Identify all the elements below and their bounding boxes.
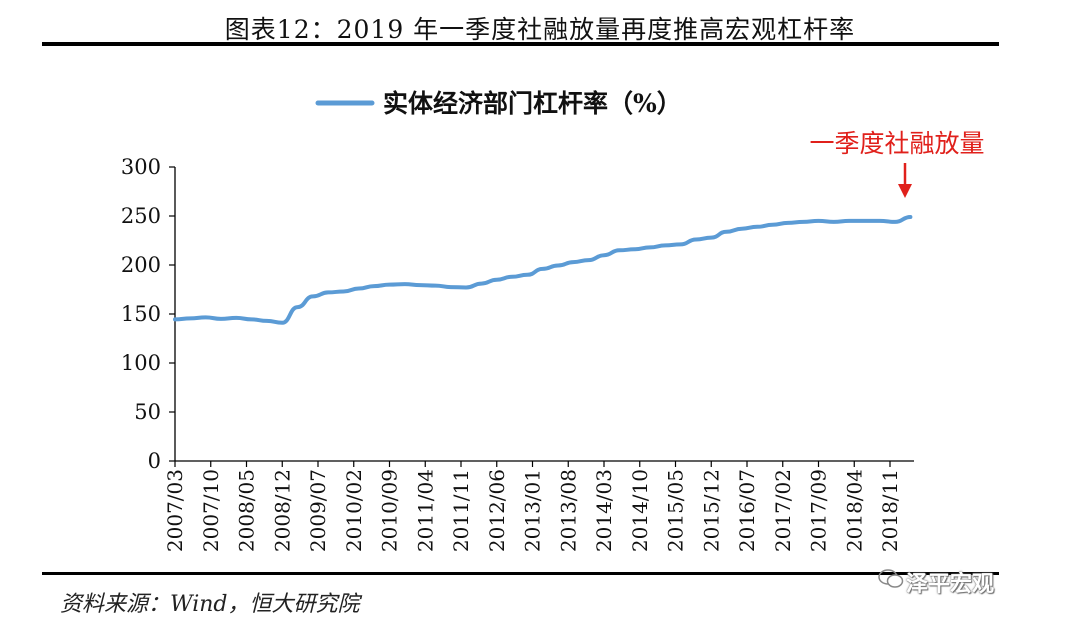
data-point xyxy=(878,219,882,223)
data-point xyxy=(725,230,729,234)
data-point xyxy=(434,284,438,288)
x-tick-label: 2017/09 xyxy=(807,469,831,552)
axes xyxy=(174,167,914,462)
y-tick-label: 50 xyxy=(134,400,161,424)
data-point xyxy=(664,244,668,248)
data-point xyxy=(755,225,759,229)
data-point xyxy=(526,273,530,277)
x-tick-label: 2010/02 xyxy=(342,469,366,552)
x-tick-label: 2015/12 xyxy=(699,469,723,552)
data-point xyxy=(388,283,392,287)
data-point xyxy=(909,215,913,219)
data-point xyxy=(173,318,177,322)
data-point xyxy=(357,287,361,291)
x-tick-label: 2017/02 xyxy=(771,469,795,552)
x-tick-label: 2011/04 xyxy=(413,469,437,552)
x-tick-label: 2018/04 xyxy=(842,469,866,552)
x-tick-label: 2013/01 xyxy=(521,469,545,552)
data-point xyxy=(832,220,836,224)
data-point xyxy=(618,249,622,253)
x-tick-label: 2012/06 xyxy=(485,469,509,552)
y-tick-label: 150 xyxy=(121,302,161,326)
watermark-text: 泽平宏观 xyxy=(906,572,995,597)
data-point xyxy=(893,220,897,224)
data-point xyxy=(694,238,698,242)
data-point xyxy=(541,267,545,271)
series-line xyxy=(173,215,913,325)
data-point xyxy=(204,316,208,320)
x-tick-label: 2014/10 xyxy=(628,469,652,552)
y-tick-label: 100 xyxy=(121,351,161,375)
data-point xyxy=(847,219,851,223)
x-tick-label: 2011/11 xyxy=(449,469,473,552)
data-point xyxy=(786,221,790,225)
data-point xyxy=(464,286,468,290)
x-tick-label: 2007/10 xyxy=(199,469,223,552)
x-tick-label: 2014/03 xyxy=(592,469,616,552)
x-tick-label: 2015/05 xyxy=(664,469,688,552)
x-tick-label: 2008/05 xyxy=(235,469,259,552)
data-point xyxy=(556,264,560,268)
data-point xyxy=(219,317,223,321)
series-points xyxy=(173,215,912,324)
x-tick-label: 2009/07 xyxy=(306,469,330,552)
data-point xyxy=(480,282,484,286)
annotation-arrowhead xyxy=(898,184,912,198)
data-point xyxy=(281,321,285,325)
x-tick-label: 2008/12 xyxy=(270,469,294,552)
data-point xyxy=(326,291,330,295)
data-point xyxy=(817,219,821,223)
data-point xyxy=(250,318,254,322)
top-rule xyxy=(42,42,999,46)
data-point xyxy=(296,305,300,309)
y-tick-label: 200 xyxy=(121,253,161,277)
y-tick-label: 0 xyxy=(148,449,161,473)
y-tick-label: 300 xyxy=(121,155,161,179)
data-point xyxy=(740,227,744,231)
data-point xyxy=(372,284,376,288)
y-axis-ticks: 0 50 100 150 200 250 300 xyxy=(121,155,175,473)
wechat-icon xyxy=(878,569,904,588)
data-point xyxy=(710,236,714,240)
figure-title: 图表12：2019 年一季度社融放量再度推高宏观杠杆率 xyxy=(224,15,856,44)
data-point xyxy=(633,248,637,252)
data-point xyxy=(189,317,193,321)
x-tick-label: 2007/03 xyxy=(163,469,187,552)
data-point xyxy=(863,219,867,223)
legend-label: 实体经济部门杠杆率（%） xyxy=(383,89,682,118)
x-axis-ticks: 2007/03 2007/10 2008/05 2008/12 2009/07 2010/… xyxy=(163,461,902,552)
data-point xyxy=(801,220,805,224)
x-tick-label: 2013/08 xyxy=(556,469,580,552)
data-point xyxy=(771,223,775,227)
data-point xyxy=(587,258,591,262)
data-point xyxy=(679,243,683,247)
data-point xyxy=(418,283,422,287)
bottom-rule xyxy=(42,572,999,575)
annotation-text: 一季度社融放量 xyxy=(809,129,984,158)
data-point xyxy=(495,278,499,282)
data-point xyxy=(449,285,453,289)
data-point xyxy=(311,295,315,299)
annotation: 一季度社融放量 xyxy=(809,129,985,198)
y-tick-label: 250 xyxy=(121,204,161,228)
legend: 实体经济部门杠杆率（%） xyxy=(315,89,682,118)
data-point xyxy=(265,319,269,323)
data-point xyxy=(572,260,576,264)
data-point xyxy=(648,246,652,250)
data-point xyxy=(602,253,606,257)
source-note: 资料来源：Wind，恒大研究院 xyxy=(60,592,360,617)
data-point xyxy=(235,316,239,320)
data-point xyxy=(510,275,514,279)
x-tick-label: 2010/09 xyxy=(378,469,402,552)
data-point xyxy=(403,282,407,286)
x-tick-label: 2016/07 xyxy=(735,469,759,552)
data-point xyxy=(342,290,346,294)
x-tick-label: 2018/11 xyxy=(878,469,902,552)
